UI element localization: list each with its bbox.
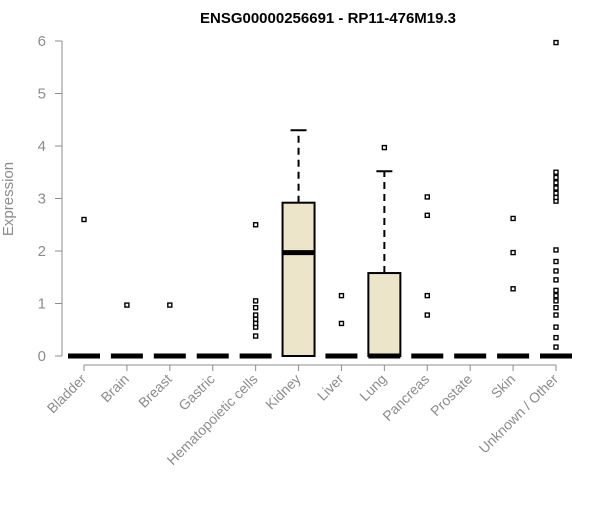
outlier-point [553, 194, 559, 201]
box-group [325, 292, 358, 359]
outlier-point [381, 144, 388, 151]
outlier-point [424, 312, 430, 318]
outlier-point [553, 174, 559, 181]
outlier-point [252, 298, 259, 304]
boxes-layer [68, 39, 572, 359]
box-group [497, 215, 530, 359]
y-tick-label: 4 [38, 138, 46, 155]
outlier-point [553, 292, 559, 299]
outlier-point [510, 249, 516, 256]
outlier-point [553, 247, 559, 253]
box-group [281, 129, 316, 357]
outlier-point [338, 320, 345, 327]
x-tick-label: Breast [135, 371, 175, 411]
chart-title: ENSG00000256691 - RP11-476M19.3 [200, 10, 456, 27]
outlier-point [553, 344, 559, 350]
outlier-point [553, 169, 559, 175]
y-tick-label: 6 [38, 33, 46, 50]
x-tick-label: Brain [98, 371, 132, 405]
box-group [68, 216, 100, 359]
outlier-point [553, 185, 559, 191]
outlier-point [167, 302, 173, 308]
outlier-point [553, 268, 559, 274]
outlier-point [81, 216, 87, 223]
box-group [367, 144, 402, 359]
outlier-point [252, 320, 259, 327]
x-tick-label: Kidney [262, 371, 304, 413]
outlier-point [553, 258, 559, 265]
outlier-point [252, 312, 259, 318]
y-axis: 0 1 2 3 4 5 6 [38, 33, 63, 365]
outlier-point [424, 292, 430, 299]
outlier-point [252, 305, 259, 311]
outlier-point [553, 180, 559, 186]
box-rect [281, 201, 316, 357]
outlier-point [510, 215, 516, 222]
outlier-point [338, 292, 345, 299]
x-tick-label: Lung [356, 371, 389, 404]
outlier-point [553, 312, 559, 318]
box-rect [367, 272, 402, 357]
x-tick-label: Prostate [427, 371, 475, 419]
outlier-point [553, 305, 559, 311]
outlier-point [252, 333, 259, 339]
box-group [239, 222, 272, 359]
y-tick-label: 2 [38, 243, 46, 260]
box-group [411, 194, 444, 359]
x-tick-label: Liver [314, 371, 347, 404]
box-group [540, 39, 572, 359]
outlier-point [553, 277, 559, 283]
box-group [153, 302, 186, 359]
y-tick-label: 0 [38, 348, 46, 365]
outlier-point [252, 222, 259, 228]
outlier-point [553, 298, 559, 304]
outlier-point [424, 194, 430, 200]
y-tick-label: 3 [38, 191, 46, 208]
outlier-point [553, 334, 559, 341]
outlier-point [424, 212, 430, 219]
outlier-point [252, 316, 259, 322]
outlier-point [510, 286, 516, 292]
outlier-point [553, 39, 559, 46]
y-tick-label: 5 [38, 86, 46, 103]
y-axis-label: Expression [0, 162, 17, 236]
y-tick-label: 1 [38, 296, 46, 313]
x-tick-label: Bladder [44, 371, 90, 417]
outlier-point [553, 287, 559, 294]
box-group [110, 302, 143, 359]
outlier-point [124, 302, 130, 308]
outlier-point [553, 190, 559, 196]
outlier-point [553, 324, 559, 330]
x-tick-label: Gastric [175, 371, 218, 414]
x-tick-label: Unknown / Other [476, 371, 562, 457]
x-tick-label: Skin [488, 371, 519, 402]
x-tick-label: Pancreas [379, 371, 432, 424]
